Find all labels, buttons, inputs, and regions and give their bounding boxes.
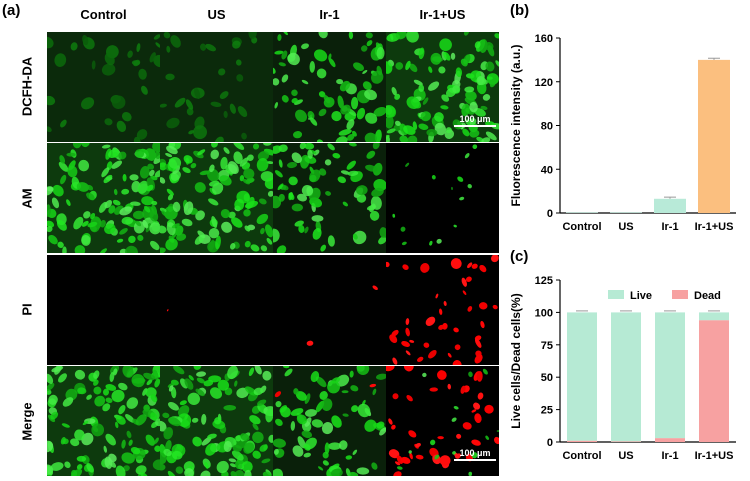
image-merge-us [160,366,273,476]
chart-c-bar-live [699,312,729,321]
chart-b-category-label: US [618,221,633,233]
chart-c-ytick-label: 0 [547,437,553,449]
chart-c-category-label: Ir-1+US [695,450,734,462]
chart-c-bar-dead [699,320,729,442]
image-am-ir1-us [386,143,499,253]
row-label-dcfh-da: DCFH-DA [19,56,35,117]
chart-b-ylabel: Fluorescence intensity (a.u.) [509,44,523,206]
col-header-control: Control [80,7,127,22]
chart-c-legend-swatch [672,290,688,299]
chart-c-legend-swatch [608,290,624,299]
chart-c: 0 25 50 75 100 125 Control US Ir-1 Ir-1+US Live Dea… [509,275,736,462]
chart-b: 0 40 80 120 160 Control US Ir-1 Ir-1+US Fluoresce… [509,33,736,233]
chart-c-category-label: Ir-1 [661,450,678,462]
chart-b-ytick-label: 80 [541,121,553,133]
chart-b-category-label: Ir-1+US [695,221,734,233]
image-dcfh-control [47,32,160,142]
chart-b-ytick-label: 160 [535,33,553,45]
chart-c-bar-live [655,312,685,439]
row-label-am: AM [19,188,35,209]
chart-b-bar [698,59,730,213]
chart-c-legend-label: Live [630,290,652,302]
chart-c-category-label: US [618,450,633,462]
panel-a-letter: (a) [2,2,21,19]
image-merge-ir1-us: 100 μm [386,366,499,476]
chart-c-ytick-label: 25 [541,405,553,417]
scale-bar-label-bottom: 100 μm [459,448,491,458]
panel-b-letter: (b) [510,2,530,19]
chart-c-ylabel: Live cells/Dead cells(%) [509,293,523,428]
chart-b-bar [654,198,686,213]
image-pi-ir1 [273,255,386,365]
image-am-ir1 [273,143,386,253]
chart-c-ytick-label: 75 [541,340,553,352]
image-merge-ir1 [273,366,386,476]
chart-b-ytick-label: 40 [541,164,553,176]
chart-b-ytick-label: 0 [547,208,553,220]
scale-bar-bottom: 100 μm [454,448,496,461]
chart-b-bar [566,212,598,213]
panel-c-letter: (c) [510,248,529,265]
image-am-control [47,143,160,253]
chart-c-bar-live [611,312,641,442]
col-header-ir1: Ir-1 [319,7,340,22]
chart-c-bar-live [567,312,597,441]
chart-c-ytick-label: 100 [535,307,553,319]
image-dcfh-ir1 [273,32,386,142]
chart-b-bar [610,212,642,213]
chart-c-bar-dead [655,438,685,442]
chart-b-ytick-label: 120 [535,77,553,89]
scale-bar-line-top [454,125,496,127]
image-dcfh-us [160,32,273,142]
image-pi-ir1-us [386,255,499,365]
col-header-ir1-us: Ir-1+US [419,7,466,22]
chart-c-category-label: Control [562,450,601,462]
scale-bar-label-top: 100 μm [459,114,491,124]
chart-c-ytick-label: 125 [535,275,553,287]
chart-b-category-label: Ir-1 [661,221,678,233]
chart-b-category-label: Control [562,221,601,233]
image-dcfh-ir1-us: 100 μm [386,32,499,142]
scale-bar-line-bottom [454,459,496,461]
image-merge-control [47,366,160,476]
image-pi-us [160,255,273,365]
col-header-us: US [207,7,226,22]
chart-c-ytick-label: 50 [541,372,553,384]
scale-bar-top: 100 μm [454,114,496,127]
row-label-pi: PI [19,303,35,316]
chart-c-bar-dead [611,441,641,442]
image-pi-control [47,255,160,365]
chart-c-bar-dead [567,440,597,442]
row-label-merge: Merge [19,402,35,441]
chart-c-legend-label: Dead [694,290,721,302]
image-am-us [160,143,273,253]
